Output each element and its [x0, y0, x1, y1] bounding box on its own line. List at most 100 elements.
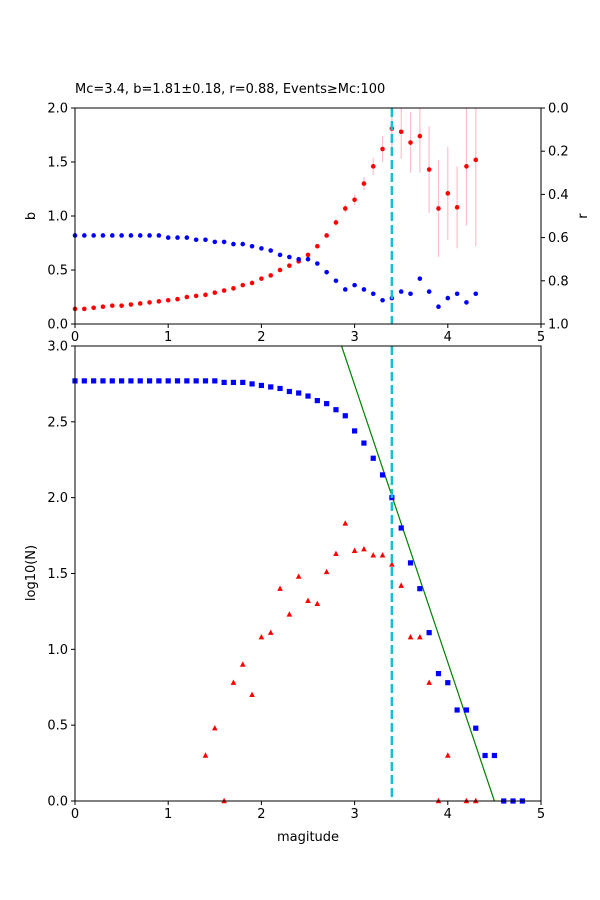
b-value-point	[277, 267, 283, 273]
r-value-point	[287, 254, 292, 260]
r-value-point	[380, 297, 385, 303]
cumulative-count-point	[119, 378, 125, 384]
cumulative-count-point	[314, 398, 320, 404]
r-value-point	[370, 291, 376, 297]
r-value-point	[221, 239, 227, 245]
r-value-point	[305, 256, 311, 262]
b-value-point	[82, 306, 87, 312]
b-value-point	[109, 303, 115, 308]
b-value-point	[436, 206, 441, 211]
b-value-point	[203, 292, 208, 298]
cumulative-count-point	[398, 525, 404, 531]
cumulative-count-point	[426, 630, 432, 636]
cumulative-count-point	[296, 390, 302, 396]
x-tick-label: 1	[164, 330, 172, 345]
fit-line	[340, 345, 495, 802]
top-chart-title: Mc=3.4, b=1.81±0.18, r=0.88, Events≥Mc:1…	[75, 82, 385, 97]
y-tick-label: 1.5	[47, 567, 68, 582]
noncumulative-count-point	[202, 752, 209, 758]
bottom-plot-area	[72, 345, 525, 804]
r-value-point	[259, 246, 264, 251]
x-tick-label: 1	[164, 807, 172, 822]
b-value-point	[454, 205, 460, 210]
cumulative-count-point	[268, 384, 274, 390]
noncumulative-count-point	[277, 585, 283, 591]
b-value-point	[445, 191, 451, 196]
r-value-point	[277, 252, 283, 258]
y-tick-label: 2.0	[47, 102, 68, 117]
b-value-point	[175, 296, 180, 302]
b-value-point	[361, 181, 367, 186]
r-value-point	[231, 241, 236, 247]
x-tick-label: 5	[537, 330, 545, 345]
cumulative-count-point	[491, 752, 497, 759]
b-value-point	[128, 302, 134, 307]
b-value-point	[333, 220, 339, 225]
y2-tick-label: 1.0	[548, 318, 569, 333]
r-value-point	[249, 243, 255, 249]
y2-tick-label: 0.8	[548, 274, 569, 289]
noncumulative-count-point	[398, 582, 404, 588]
noncumulative-count-point	[426, 679, 432, 685]
noncumulative-count-point	[417, 634, 423, 640]
r-value-point	[324, 269, 329, 275]
y-tick-label: 3.0	[47, 340, 68, 355]
r-value-point	[147, 233, 152, 238]
r-value-point	[342, 287, 348, 292]
cumulative-count-point	[482, 752, 488, 759]
b-value-point	[221, 288, 227, 293]
b-value-point	[315, 243, 320, 249]
b-value-point	[464, 164, 469, 169]
noncumulative-count-point	[267, 629, 274, 635]
cumulative-count-point	[435, 671, 442, 677]
b-value-point	[473, 157, 479, 163]
r-value-point	[296, 256, 301, 262]
r-value-point	[454, 291, 460, 297]
y-tick-label: 2.0	[47, 491, 68, 506]
cumulative-count-point	[445, 680, 451, 686]
noncumulative-count-point	[389, 561, 395, 567]
b-value-point	[249, 280, 255, 286]
x-tick-label: 5	[537, 807, 545, 822]
x-tick-label: 3	[350, 807, 358, 822]
r-value-point	[436, 304, 441, 310]
noncumulative-count-point	[239, 661, 246, 667]
y2-tick-label: 0.2	[548, 145, 569, 160]
cumulative-count-point	[146, 378, 153, 384]
cumulative-count-point	[184, 378, 190, 384]
noncumulative-count-point	[370, 552, 377, 558]
r-value-point	[128, 233, 134, 238]
b-value-point	[193, 293, 199, 299]
b-value-point	[398, 129, 404, 135]
noncumulative-count-point	[249, 691, 255, 698]
x-tick-label: 0	[71, 330, 79, 345]
b-value-point	[100, 304, 106, 310]
bottom-x-axis: 0 1 2 3 4 5	[71, 801, 545, 822]
top-y-axis-label: b	[24, 212, 39, 220]
noncumulative-count-point	[351, 547, 358, 553]
cumulative-count-point	[100, 378, 106, 384]
x-tick-label: 3	[350, 330, 358, 345]
cumulative-count-point	[454, 707, 460, 713]
r-value-point	[361, 287, 367, 292]
r-value-point	[398, 289, 404, 294]
b-value-point	[184, 294, 190, 300]
top-chart: Mc=3.4, b=1.81±0.18, r=0.88, Events≥Mc:1…	[24, 82, 591, 345]
b-value-point	[352, 197, 357, 203]
cumulative-count-point	[324, 401, 330, 407]
b-value-point	[370, 164, 376, 169]
cumulative-count-point	[463, 707, 470, 713]
r-value-point	[119, 233, 124, 238]
r-value-point	[240, 241, 246, 247]
y2-tick-label: 0.6	[548, 231, 569, 246]
noncumulative-count-point	[333, 550, 339, 556]
b-value-point	[240, 282, 246, 288]
bottom-y-axis-label: log10(N)	[24, 545, 39, 601]
r-value-point	[100, 233, 106, 238]
b-value-point	[91, 305, 96, 311]
x-tick-label: 2	[257, 330, 265, 345]
b-value-point	[147, 300, 152, 305]
y-tick-label: 0.0	[47, 795, 68, 810]
cumulative-count-point	[230, 379, 237, 385]
